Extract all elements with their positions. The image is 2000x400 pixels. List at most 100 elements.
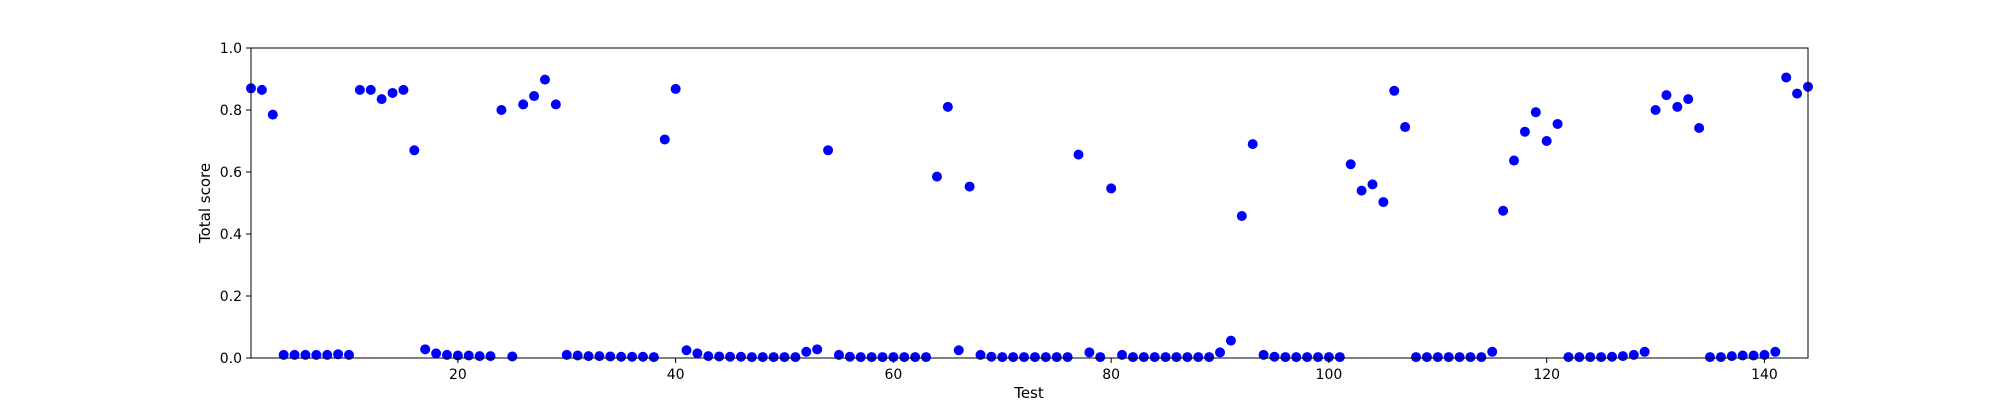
data-point (300, 349, 311, 360)
data-point (637, 351, 648, 362)
y-axis-label: Total score (196, 163, 214, 244)
data-point (1639, 346, 1650, 357)
data-point (659, 134, 670, 145)
data-point (1476, 352, 1487, 363)
data-point (1084, 347, 1095, 358)
data-point (725, 351, 736, 362)
data-point (496, 105, 507, 115)
data-point (1672, 101, 1683, 112)
data-point (888, 352, 899, 363)
y-tick-label: 0.8 (220, 103, 242, 119)
data-point (1040, 352, 1051, 363)
data-point (256, 84, 267, 95)
data-point (267, 109, 278, 120)
data-point (1617, 351, 1628, 362)
data-point (1607, 351, 1618, 362)
data-point (518, 99, 529, 110)
data-point (1683, 94, 1694, 105)
data-point (866, 352, 877, 363)
data-point (333, 349, 344, 360)
data-point (942, 101, 953, 112)
data-point (311, 349, 322, 360)
y-tick-label: 0.6 (220, 165, 242, 181)
data-point (627, 351, 638, 362)
x-axis-ticks: 20 40 60 80 100 120 140 (449, 358, 1778, 383)
data-point (1160, 352, 1171, 363)
data-point (953, 345, 964, 356)
data-point (376, 94, 387, 105)
data-point (670, 83, 681, 94)
data-point (1421, 352, 1432, 363)
data-point (1356, 185, 1367, 196)
data-point (1117, 349, 1128, 360)
data-point (1574, 352, 1585, 363)
data-point (616, 351, 627, 362)
data-point (1650, 105, 1661, 115)
data-point (779, 352, 790, 363)
data-point (1759, 349, 1770, 360)
data-point (833, 349, 844, 360)
data-point (735, 351, 746, 362)
data-point (1498, 205, 1509, 216)
data-point (1323, 352, 1334, 363)
data-point (1182, 352, 1193, 363)
data-point (1661, 90, 1672, 101)
x-tick-label: 20 (449, 367, 467, 383)
data-point (343, 349, 354, 360)
data-point (1193, 352, 1204, 363)
data-point (1552, 118, 1563, 129)
data-point (746, 352, 757, 363)
data-point (1280, 352, 1291, 363)
data-point (485, 351, 496, 362)
data-point (997, 352, 1008, 363)
data-point (1258, 349, 1269, 360)
data-point (1541, 136, 1552, 146)
data-point (398, 84, 409, 95)
data-point (1596, 352, 1607, 363)
data-point (1062, 352, 1073, 363)
data-point (420, 344, 431, 355)
data-point (594, 351, 605, 362)
data-points (246, 72, 1813, 363)
data-point (1465, 352, 1476, 363)
y-tick-label: 0.0 (220, 351, 242, 367)
data-point (1400, 122, 1411, 133)
x-tick-label: 60 (884, 367, 902, 383)
data-point (1095, 352, 1106, 363)
data-point (1705, 352, 1716, 363)
data-point (823, 145, 834, 156)
data-point (1509, 155, 1520, 166)
data-point (387, 87, 398, 98)
data-point (768, 352, 779, 363)
data-point (1127, 352, 1138, 363)
data-point (1389, 85, 1400, 96)
data-point (289, 349, 300, 360)
plot-frame (250, 47, 1809, 359)
data-point (1215, 347, 1226, 358)
data-point (931, 171, 942, 182)
data-point (1029, 352, 1040, 363)
x-tick-label: 100 (1316, 367, 1343, 383)
data-point (1748, 350, 1759, 361)
data-point (1519, 126, 1530, 137)
data-point (1138, 352, 1149, 363)
data-point (975, 349, 986, 360)
data-point (1530, 107, 1541, 118)
data-point (605, 351, 616, 362)
data-point (1694, 122, 1705, 133)
data-point (801, 346, 812, 357)
data-point (1585, 352, 1596, 363)
data-point (507, 351, 518, 362)
data-point (1171, 352, 1182, 363)
data-point (1225, 335, 1236, 346)
data-point (1443, 352, 1454, 363)
data-point (1792, 88, 1803, 99)
data-point (1737, 350, 1748, 361)
data-point (899, 352, 910, 363)
data-point (921, 352, 932, 363)
data-point (463, 350, 474, 361)
data-point (1008, 352, 1019, 363)
data-point (1236, 211, 1247, 222)
